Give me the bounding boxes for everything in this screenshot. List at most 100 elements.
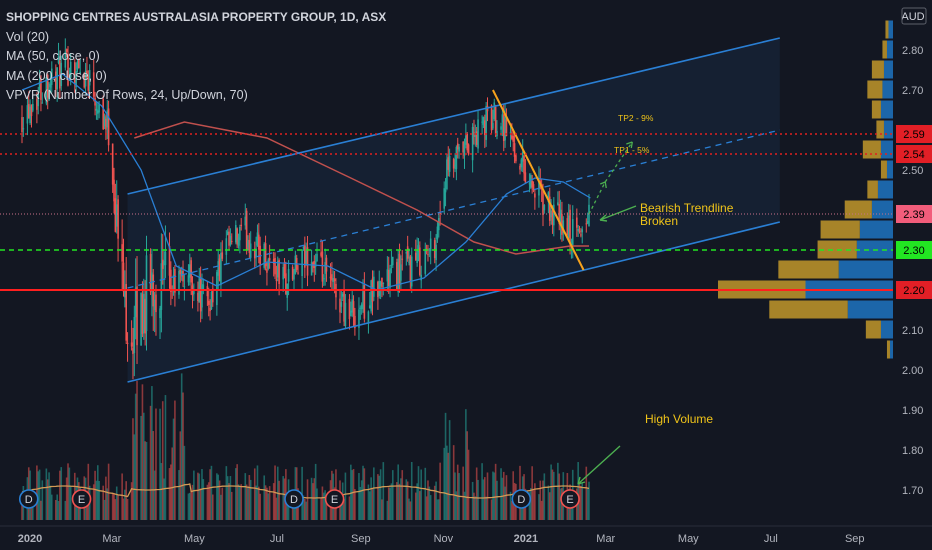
channel-mid-line (127, 129, 780, 289)
dividend-marker[interactable] (284, 489, 304, 509)
candle-body (302, 246, 305, 249)
candle-body (465, 135, 467, 145)
candle-body (557, 202, 559, 205)
volume-bar (124, 489, 126, 520)
candle-body (322, 278, 325, 280)
candle-body (170, 269, 172, 292)
candle-body (276, 260, 279, 278)
candle-body (190, 260, 192, 283)
volume-bar (373, 467, 375, 520)
dividend-marker[interactable] (511, 489, 532, 509)
bearish-trendline (492, 89, 585, 271)
candle-body (398, 253, 401, 286)
volume-bar (68, 467, 71, 520)
volume-bar (86, 497, 88, 520)
candle-body (283, 262, 286, 277)
volume-bar (501, 477, 504, 520)
volume-bar (113, 493, 115, 520)
candle-body (225, 238, 228, 255)
volume-bar (312, 483, 314, 520)
volume-bar (465, 409, 467, 520)
channel-lower-line (127, 221, 780, 383)
candle-body (255, 248, 257, 258)
candle-body (267, 259, 270, 269)
volume-bar (370, 477, 372, 520)
volume-bar (248, 475, 251, 520)
volume-bar (92, 484, 95, 520)
projection-arrow (588, 141, 633, 215)
candle-body (494, 106, 497, 135)
volume-bar (140, 415, 142, 520)
vpvr-bar-up (882, 80, 893, 99)
candle-body (57, 56, 60, 64)
candle-body (140, 292, 142, 346)
channel-upper-line (127, 37, 780, 195)
candle-body (30, 104, 33, 117)
candle-body (462, 141, 464, 153)
vpvr-bar-down (867, 80, 883, 99)
vpvr-bar-down (882, 40, 887, 59)
price-label-box (896, 125, 932, 143)
candle-body (320, 252, 322, 256)
candle-body (558, 204, 561, 224)
candle-body (363, 285, 366, 319)
volume-bar (237, 484, 240, 520)
candle-body (501, 114, 504, 123)
volume-bar (398, 483, 401, 520)
price-label-box (896, 145, 932, 163)
candle-body (305, 251, 307, 266)
candle-body (396, 262, 398, 290)
earnings-marker[interactable] (71, 489, 92, 509)
earnings-marker[interactable] (560, 489, 580, 509)
volume-bar (534, 483, 536, 520)
vpvr-bar-up (886, 160, 893, 179)
volume-bar (305, 501, 307, 520)
volume-bar (473, 492, 475, 520)
candle-body (463, 142, 466, 156)
volume-bar (60, 467, 63, 520)
candle-body (37, 94, 40, 107)
volume-bar (114, 499, 117, 520)
dividend-marker[interactable] (18, 489, 39, 509)
candle-body (96, 110, 99, 114)
candle-body (559, 209, 562, 227)
volume-bar (178, 470, 180, 520)
volume-bar (435, 481, 437, 520)
volume-bar (263, 475, 266, 520)
candle-body (416, 250, 418, 264)
candle-body (180, 270, 183, 277)
price-axis-background (893, 0, 932, 550)
vpvr-bar-up (880, 320, 893, 339)
candle-body (504, 116, 506, 141)
volume-bar (255, 485, 257, 520)
volume-bar (406, 481, 409, 520)
candle-body (78, 59, 80, 69)
candle-body (585, 223, 588, 225)
volume-bar (179, 431, 182, 520)
volume-bar (55, 500, 57, 520)
volume-bar (193, 470, 195, 520)
candle-body (102, 98, 104, 130)
candle-body (226, 231, 229, 235)
volume-bar (351, 470, 353, 520)
volume-bar (163, 478, 165, 520)
volume-bar (226, 476, 229, 520)
volume-bar (580, 486, 582, 520)
volume-bar (37, 471, 40, 520)
volume-bar (429, 495, 432, 520)
volume-bar (528, 492, 531, 520)
candle-body (406, 246, 409, 259)
volume-bar (95, 480, 98, 520)
earnings-marker[interactable] (324, 489, 345, 509)
volume-bar (65, 477, 68, 520)
candle-body (532, 184, 535, 191)
candle-body (76, 61, 79, 70)
candle-body (55, 71, 57, 90)
x-tick-label: Sep (845, 533, 865, 545)
candle-body (580, 234, 582, 236)
candle-body (340, 302, 343, 307)
candle-body (117, 199, 119, 239)
candle-body (67, 54, 69, 86)
candle-body (410, 256, 413, 287)
volume-bar (220, 494, 222, 520)
